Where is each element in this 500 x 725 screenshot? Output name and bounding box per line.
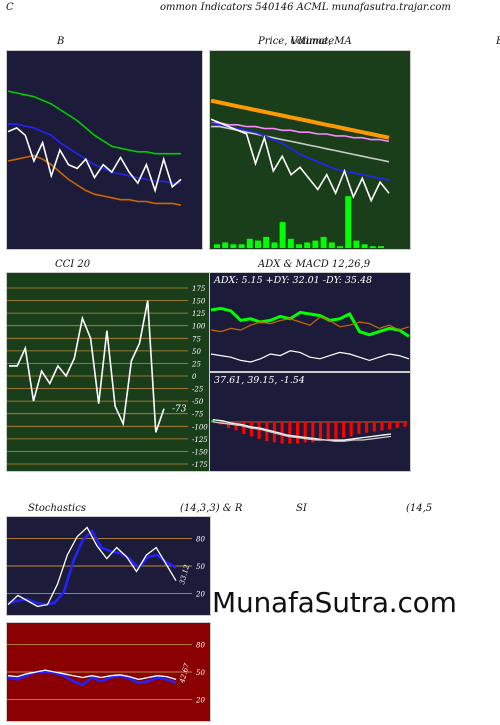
cci-last-label: -73	[172, 405, 187, 415]
bollinger-panel	[6, 50, 203, 250]
stoch-params: (14,3,3) & R	[180, 503, 243, 514]
volume-bar-16	[345, 196, 352, 248]
volume-bar-13	[320, 236, 327, 248]
price-background	[209, 50, 411, 250]
volume-bar-0	[214, 244, 220, 248]
adx-background	[209, 272, 411, 372]
cci-background	[6, 272, 211, 472]
bb-title: B	[57, 36, 65, 47]
volume-bar-1	[222, 242, 229, 248]
cci-title: CCI 20	[55, 259, 91, 270]
volume-bar-12	[312, 240, 319, 248]
cci-tick-0: 175	[192, 285, 206, 293]
adx-series-1	[210, 316, 410, 333]
cci-tick-3: 100	[192, 323, 206, 331]
price-series-3	[210, 122, 390, 182]
adx-label: ADX: 5.15 +DY: 32.01 -DY: 35.48	[213, 275, 372, 286]
cci-tick-4: 75	[192, 335, 201, 343]
cci-tick-12: -125	[192, 436, 208, 444]
rsi-level-2: 20	[195, 697, 205, 705]
adx-series-0	[210, 306, 410, 338]
bb-series-3	[7, 126, 182, 194]
price-title: Price, Volume, MA	[258, 36, 352, 47]
volume-bar-4	[246, 238, 253, 249]
price-series-4	[210, 118, 390, 203]
adx-panel: ADX: 5.15 +DY: 32.01 -DY: 35.48	[209, 272, 411, 372]
macd-panel: 37.61, 39.15, -1.54	[209, 372, 411, 472]
volume-bar-15	[337, 246, 343, 249]
cci-tick-13: -150	[192, 448, 208, 456]
cci-tick-7: 0	[192, 373, 197, 381]
rsi-params: (14,5	[406, 503, 433, 514]
macd-series-0	[212, 418, 392, 441]
adx-series-2	[210, 350, 410, 363]
volume-bar-9	[287, 238, 294, 249]
volume-bar-20	[378, 246, 384, 249]
cci-tick-14: -175	[192, 461, 208, 469]
rsi-level-1: 50	[196, 669, 205, 677]
volume-bar-3	[238, 244, 245, 248]
price-volume-panel	[209, 50, 411, 250]
corner-left-label: C	[6, 2, 14, 13]
cci-tick-8: -25	[192, 386, 204, 394]
cci-line	[9, 300, 165, 433]
stoch-title: Stochastics	[28, 503, 86, 514]
volume-bar-11	[304, 242, 311, 248]
volume-bar-8	[279, 222, 286, 248]
cci-tick-6: 25	[191, 360, 201, 368]
volume-bar-17	[353, 240, 360, 248]
volume-bar-5	[255, 240, 261, 248]
price-series-0	[210, 98, 390, 140]
bb-series-0	[7, 90, 181, 155]
stoch-series-0	[7, 528, 177, 606]
rsi-level-0: 80	[196, 641, 205, 649]
cci-tick-11: -100	[192, 423, 208, 431]
volume-bar-10	[296, 244, 302, 248]
corner-right-label: B	[496, 36, 500, 47]
price-series-1	[211, 122, 390, 143]
cci-tick-9: -50	[192, 398, 204, 406]
rsi-series-1	[7, 669, 177, 681]
volume-bar-19	[369, 246, 376, 249]
watermark: MunafaSutra.com	[212, 586, 457, 619]
volume-bar-6	[263, 236, 270, 248]
price-overlay-label: Ultimate	[290, 36, 335, 47]
adx-title: ADX & MACD 12,26,9	[258, 259, 371, 270]
page-header: ommon Indicators 540146 ACML munafasutra…	[160, 2, 451, 13]
volume-bar-2	[230, 244, 237, 248]
volume-bar-7	[271, 242, 278, 248]
volume-bar-14	[328, 242, 335, 248]
macd-series-1	[212, 421, 392, 442]
stoch-series-1	[7, 526, 177, 608]
cci-tick-5: 50	[192, 348, 201, 356]
cci-tick-10: -75	[192, 411, 204, 419]
volume-bar-18	[361, 244, 368, 248]
cci-tick-2: 125	[192, 310, 206, 318]
macd-label: 37.61, 39.15, -1.54	[214, 375, 305, 386]
cci-tick-1: 150	[192, 298, 206, 306]
bb-background	[6, 50, 203, 250]
stoch-level-1: 50	[196, 563, 205, 571]
rsi-title: SI	[296, 503, 307, 514]
cci-panel: 175 150 125 100 75 50 25 0 -25 -50 -75 -100 -125 -150…	[6, 272, 211, 472]
stoch-level-0: 80	[196, 535, 205, 543]
stoch-level-2: 20	[195, 591, 205, 599]
